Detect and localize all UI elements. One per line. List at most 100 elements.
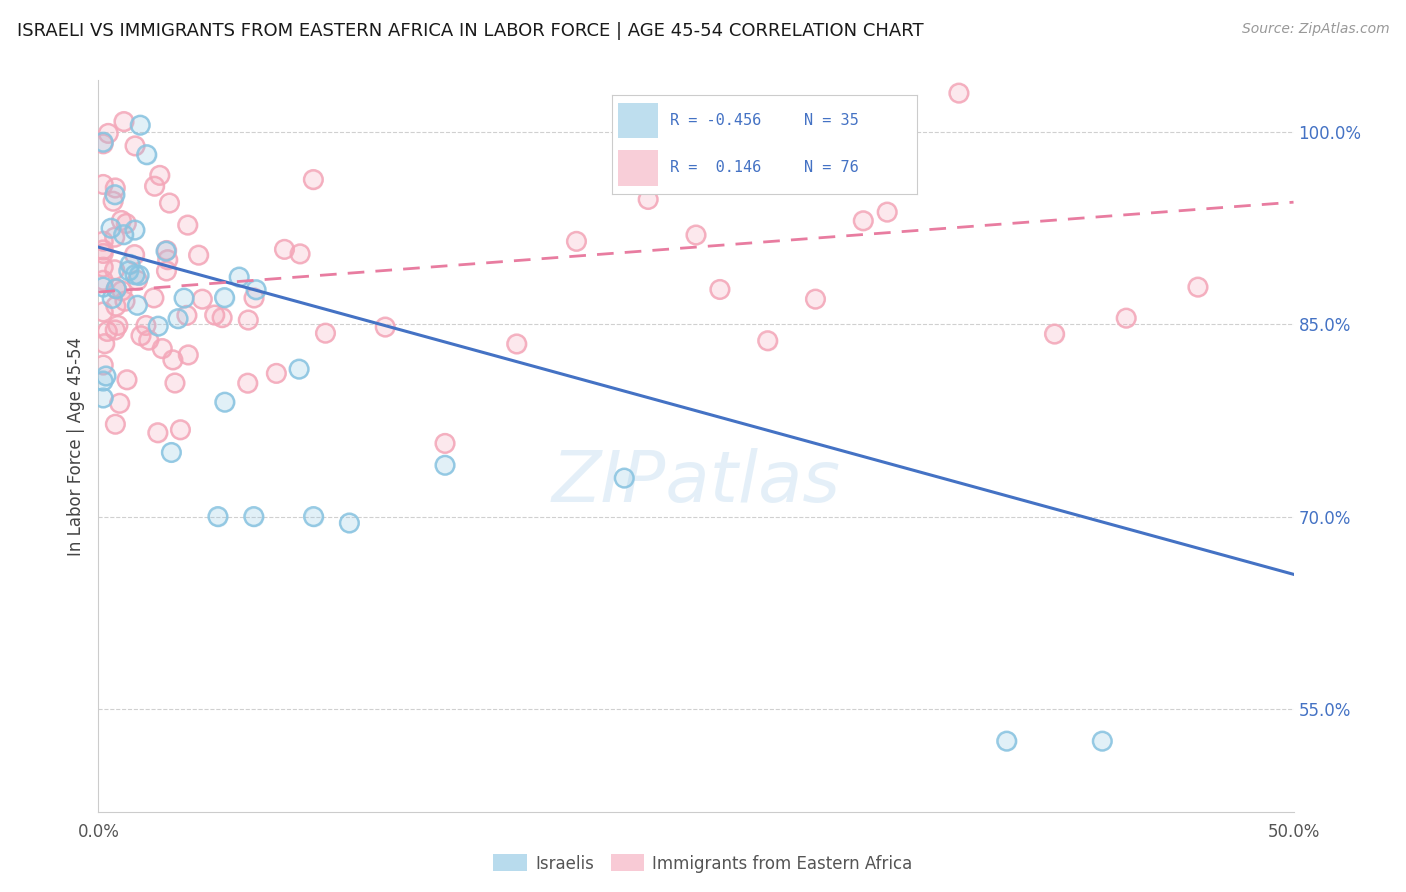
Point [104,230,127,244]
Point [243,509,266,524]
Point [204,308,226,322]
Point [162,352,184,367]
Point [124,139,146,153]
Point [100,221,122,235]
Point [101,194,124,209]
Point [187,248,209,262]
Point [104,323,127,337]
Point [104,187,127,202]
Point [176,218,198,232]
Point [434,436,457,450]
Point [709,283,731,297]
Point [852,213,875,227]
Point [1115,311,1137,326]
Point [112,114,135,128]
Point [138,333,160,347]
Point [302,509,325,524]
Point [159,196,181,211]
Point [129,328,152,343]
Point [105,282,128,296]
Point [876,205,898,219]
Point [1115,311,1137,326]
Point [273,243,295,257]
Point [273,243,295,257]
Point [302,509,325,524]
Point [236,376,259,391]
Point [173,291,195,305]
Point [124,247,146,261]
Point [288,247,311,261]
Point [142,291,165,305]
Point [104,187,127,202]
Point [91,234,114,248]
Point [115,217,138,231]
Point [107,318,129,333]
Point [91,234,114,248]
Point [107,318,129,333]
Point [91,136,114,151]
Point [214,395,236,409]
Point [105,282,128,296]
Point [191,292,214,306]
Point [1187,280,1209,294]
Point [100,221,122,235]
Point [91,178,114,192]
Point [93,336,115,351]
Point [97,127,120,141]
Point [135,147,157,161]
Point [176,309,198,323]
Point [176,218,198,232]
Point [565,235,588,249]
Point [91,358,114,372]
Point [637,193,659,207]
Point [243,509,266,524]
Point [111,284,134,298]
Point [995,734,1018,748]
Point [112,227,135,242]
Point [948,86,970,100]
Point [148,319,170,334]
Point [339,516,361,530]
Point [120,257,142,271]
Point [104,417,127,432]
Text: ISRAELI VS IMMIGRANTS FROM EASTERN AFRICA IN LABOR FORCE | AGE 45-54 CORRELATION: ISRAELI VS IMMIGRANTS FROM EASTERN AFRIC… [17,22,924,40]
Point [91,391,114,405]
Y-axis label: In Labor Force | Age 45-54: In Labor Force | Age 45-54 [66,336,84,556]
Point [91,280,114,294]
Point [159,196,181,211]
Point [124,139,146,153]
Point [127,273,149,287]
Point [302,172,325,186]
Point [155,264,177,278]
Point [104,299,127,313]
Point [288,362,311,376]
Point [110,213,132,227]
Point [115,373,138,387]
Point [91,246,114,260]
Point [124,268,146,282]
Point [115,373,138,387]
Point [214,291,236,305]
Point [120,257,142,271]
Point [207,509,229,524]
Point [162,352,184,367]
Point [177,348,200,362]
Point [176,309,198,323]
Point [96,325,118,339]
Point [315,326,337,340]
Point [127,298,149,312]
Point [124,268,146,282]
Point [167,311,190,326]
Point [104,181,127,195]
Point [876,205,898,219]
Point [207,509,229,524]
Point [114,294,136,309]
Point [146,425,169,440]
Point [91,178,114,192]
Point [163,376,186,390]
Point [565,235,588,249]
Point [266,367,288,381]
Point [97,127,120,141]
Point [129,118,152,132]
Point [143,179,166,194]
